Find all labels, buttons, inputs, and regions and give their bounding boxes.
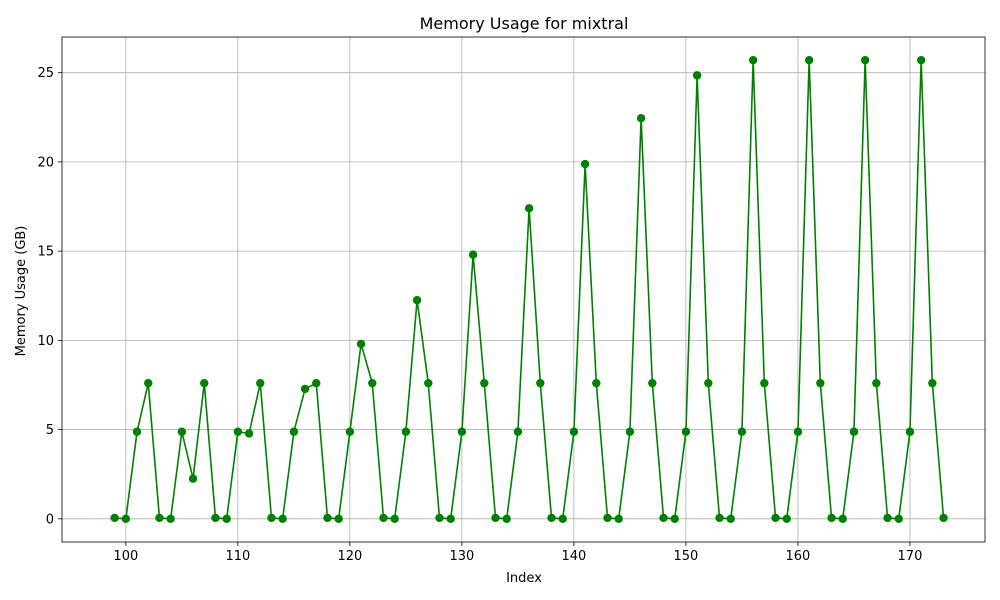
data-point <box>737 427 747 436</box>
data-point <box>368 378 377 388</box>
data-point <box>233 427 243 436</box>
data-point <box>300 384 310 394</box>
data-series <box>110 55 948 524</box>
data-point <box>200 378 209 388</box>
data-point <box>782 514 791 524</box>
data-point <box>569 427 579 436</box>
y-tick-label: 20 <box>37 155 54 170</box>
y-tick-label: 15 <box>37 245 54 260</box>
plot-area-frame <box>61 36 986 543</box>
data-point <box>827 513 836 523</box>
data-point <box>704 378 713 388</box>
data-point <box>278 514 287 524</box>
data-point <box>446 514 455 524</box>
data-point <box>491 513 500 523</box>
x-axis-label: Index <box>506 571 542 586</box>
data-point <box>312 378 321 388</box>
y-tick-label: 5 <box>46 423 54 438</box>
data-point <box>905 427 915 436</box>
data-point <box>760 378 769 388</box>
data-point <box>379 513 388 523</box>
data-point <box>256 378 265 388</box>
data-point <box>614 514 623 524</box>
data-point <box>166 514 175 524</box>
data-point <box>771 513 780 523</box>
data-point <box>155 513 164 523</box>
data-point <box>849 427 859 436</box>
x-tick-label: 110 <box>225 549 250 564</box>
data-point <box>681 427 691 436</box>
data-point <box>816 378 825 388</box>
data-point <box>110 513 119 523</box>
grid-lines <box>62 37 985 542</box>
data-point <box>670 514 679 524</box>
x-tick-label: 140 <box>561 549 586 564</box>
data-point <box>748 55 758 65</box>
data-point <box>692 71 702 80</box>
x-tick-label: 120 <box>337 549 362 564</box>
x-tick-label: 170 <box>898 549 923 564</box>
data-point <box>872 378 881 388</box>
data-point <box>188 474 198 483</box>
data-point <box>558 514 567 524</box>
y-axis-label: Memory Usage (GB) <box>14 226 29 357</box>
y-tick-label: 25 <box>37 66 54 81</box>
x-tick-label: 160 <box>786 549 811 564</box>
data-point <box>401 427 411 436</box>
data-point <box>244 429 254 438</box>
data-point <box>412 296 422 305</box>
y-tick-label: 0 <box>46 512 54 527</box>
data-point <box>289 427 299 436</box>
data-point <box>715 513 724 523</box>
data-point <box>513 427 523 436</box>
data-point <box>121 514 131 524</box>
data-point <box>860 55 870 65</box>
data-point <box>659 513 668 523</box>
data-point <box>502 514 511 524</box>
data-point <box>804 55 814 65</box>
data-point <box>625 427 635 436</box>
data-point <box>894 514 903 524</box>
data-point <box>636 113 646 123</box>
y-tick-label: 10 <box>37 334 54 349</box>
data-point <box>323 513 332 523</box>
data-point <box>356 339 366 349</box>
data-point <box>334 514 343 524</box>
x-tick-label: 130 <box>449 549 474 564</box>
x-tick-label: 100 <box>113 549 138 564</box>
data-point <box>345 427 355 436</box>
data-point <box>468 250 478 259</box>
data-point <box>480 378 489 388</box>
data-point <box>524 204 534 213</box>
data-point <box>222 514 231 524</box>
data-point <box>648 378 657 388</box>
data-point <box>536 378 545 388</box>
data-point <box>424 378 433 388</box>
data-point <box>390 514 399 524</box>
x-tick-label: 150 <box>674 549 699 564</box>
data-point <box>177 427 187 436</box>
data-point <box>603 513 612 523</box>
data-point <box>435 513 444 523</box>
data-point <box>144 378 153 388</box>
data-point <box>916 55 926 65</box>
axis-ticks: 100 110 120 130 140 150 160 170 0 5 10 15 20 25 <box>37 66 922 564</box>
chart-title: Memory Usage for mixtral <box>420 14 629 33</box>
data-point <box>793 427 803 436</box>
data-point <box>580 159 590 169</box>
data-point <box>132 427 142 436</box>
data-point <box>883 513 892 523</box>
data-point <box>547 513 556 523</box>
data-point <box>726 514 735 524</box>
data-point <box>928 378 937 388</box>
data-point <box>592 378 601 388</box>
data-point <box>838 514 847 524</box>
data-point <box>457 427 467 436</box>
data-point <box>267 513 276 523</box>
data-point <box>939 513 948 523</box>
data-point <box>211 513 220 523</box>
